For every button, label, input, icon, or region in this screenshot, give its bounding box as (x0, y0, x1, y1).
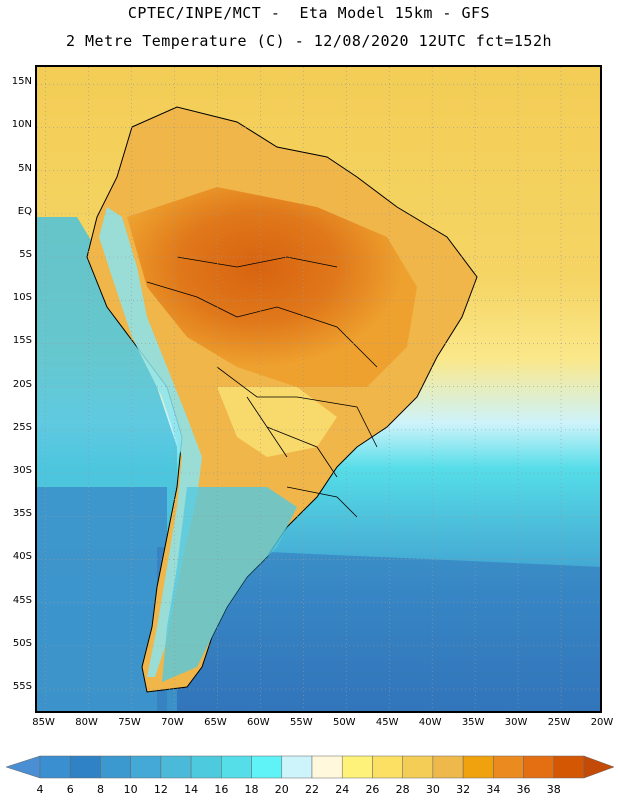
colorbar-segment (523, 755, 555, 779)
colorbar-segment (372, 755, 403, 779)
longitude-label: 65W (204, 717, 227, 728)
latitude-label: 10S (12, 292, 32, 304)
colorbar-segment (69, 755, 101, 779)
temperature-map (35, 65, 602, 713)
longitude-label: 25W (547, 717, 571, 728)
colorbar-segment (190, 755, 222, 779)
colorbar-label: 8 (96, 783, 104, 796)
colorbar-label: 32 (456, 783, 471, 796)
longitude-label: 85W (32, 717, 55, 728)
latitude-label: 45S (12, 594, 32, 606)
colorbar-label: 4 (36, 783, 44, 796)
colorbar-high-arrow (583, 755, 615, 779)
longitude-label: 40W (418, 717, 442, 728)
country-borders (146, 256, 378, 518)
map-title: CPTEC/INPE/MCT - Eta Model 15km - GFS (127, 4, 491, 22)
map-canvas (37, 67, 600, 711)
latitude-label: 40S (12, 551, 32, 563)
latitude-label: 50S (12, 637, 32, 649)
colorbar-low-arrow (5, 755, 41, 779)
colorbar-segment (402, 755, 434, 779)
andes-cool-strip (99, 207, 202, 677)
colorbar-label: 34 (486, 783, 501, 796)
hot-interior-field (127, 187, 417, 387)
longitude-label: 35W (461, 717, 485, 728)
latitude-label: 30S (12, 465, 32, 477)
colorbar-segment (281, 755, 313, 779)
colorbar-segment (251, 755, 283, 779)
colorbar-label: 20 (274, 783, 289, 796)
latitude-label: 15N (11, 76, 32, 88)
latitude-label: 10N (11, 119, 32, 131)
colorbar-label: 12 (153, 783, 168, 796)
longitude-label: 50W (332, 717, 356, 728)
lat-lon-grid (37, 67, 600, 711)
colorbar-segment (130, 755, 162, 779)
south-atlantic-field (157, 547, 600, 711)
colorbar-label: 10 (123, 783, 138, 796)
latitude-label: 5N (18, 162, 32, 174)
longitude-label: 30W (504, 717, 528, 728)
latitude-label: 20S (12, 378, 32, 390)
colorbar-label: 26 (365, 783, 380, 796)
longitude-label: 75W (118, 717, 141, 728)
colorbar-segment (493, 755, 524, 779)
latitude-label: 55S (12, 681, 32, 693)
subtropical-field (217, 387, 337, 457)
colorbar-segment (160, 755, 192, 779)
colorbar-segment (311, 755, 343, 779)
latitude-label: EQ (17, 205, 32, 217)
colorbar-label: 24 (335, 783, 350, 796)
colorbar-label: 6 (66, 783, 74, 796)
longitude-label: 60W (247, 717, 270, 728)
colorbar-segment (39, 755, 71, 779)
colorbar-label: 28 (395, 783, 410, 796)
colorbar-label: 14 (184, 783, 199, 796)
colorbar-label: 38 (546, 783, 561, 796)
colorbar-label: 22 (305, 783, 319, 796)
colorbar-label: 18 (244, 783, 259, 796)
latitude-label: 15S (12, 335, 32, 347)
latitude-label: 5S (19, 249, 32, 261)
southern-cone-field (162, 487, 297, 682)
colorbar-label: 36 (516, 783, 531, 796)
longitude-label: 80W (75, 717, 98, 728)
south-pacific-field (37, 487, 167, 711)
colorbar-segment (221, 755, 252, 779)
longitude-label: 70W (161, 717, 184, 728)
latitude-label: 35S (12, 508, 32, 520)
colorbar-segment (341, 755, 373, 779)
colorbar-label: 30 (425, 783, 440, 796)
colorbar-segment (432, 755, 464, 779)
longitude-label: 45W (375, 717, 399, 728)
colorbar-segment (100, 755, 131, 779)
map-subtitle: 2 Metre Temperature (C) - 12/08/2020 12U… (65, 32, 553, 50)
color-scale-bar (5, 755, 615, 779)
colorbar-segment (553, 755, 585, 779)
colorbar-label: 16 (214, 783, 229, 796)
longitude-label: 20W (590, 717, 614, 728)
latitude-label: 25S (12, 421, 32, 433)
colorbar-segment (462, 755, 494, 779)
longitude-label: 55W (290, 717, 313, 728)
